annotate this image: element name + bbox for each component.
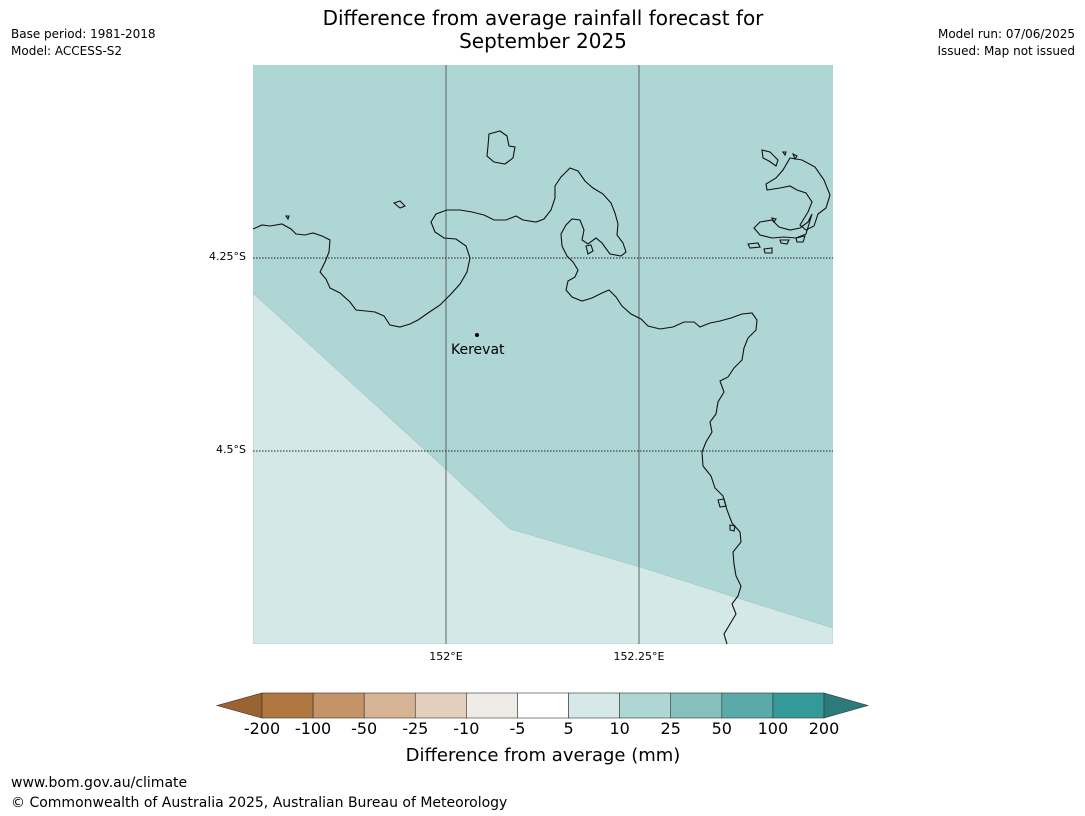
colorbar-cell xyxy=(772,692,825,719)
model-text: Model: ACCESS-S2 xyxy=(11,44,123,58)
coastline-ne-bay xyxy=(753,213,813,239)
coastline-ne-cluster xyxy=(761,149,779,167)
footer-url[interactable]: www.bom.gov.au/climate xyxy=(11,775,188,791)
lon-label-152-25: 152.25°E xyxy=(613,650,665,663)
coastline-ne-islet-1 xyxy=(747,242,761,249)
coastline-main xyxy=(253,167,758,644)
colorbar-tick-label: 25 xyxy=(660,719,681,738)
colorbar-cell xyxy=(721,692,774,719)
lon-label-152: 152°E xyxy=(429,650,463,663)
coastline-islet-1 xyxy=(392,200,406,209)
colorbar-tick-label: 50 xyxy=(711,719,732,738)
rainfall-map[interactable] xyxy=(0,0,1085,700)
title-line-2: September 2025 xyxy=(459,29,627,53)
colorbar-cell xyxy=(517,692,569,719)
colorbar-cell xyxy=(568,692,620,719)
meta-left: Base period: 1981-2018 Model: ACCESS-S2 xyxy=(11,26,156,60)
coastlines xyxy=(253,130,831,644)
colorbar-tick-label: 10 xyxy=(609,719,630,738)
colorbar-tick-label: -50 xyxy=(351,719,378,738)
footer-copyright: © Commonwealth of Australia 2025, Austra… xyxy=(11,795,508,811)
colorbar-cell xyxy=(619,692,672,719)
coastline-ne-islet-4 xyxy=(795,235,806,243)
colorbar-extend-low xyxy=(215,692,263,719)
colorbar-tick-label: -10 xyxy=(453,719,480,738)
map-title: Difference from average rainfall forecas… xyxy=(243,7,843,53)
coastline-islet-2 xyxy=(284,215,290,221)
coastline-island-north xyxy=(486,130,516,165)
colorbar-tick-label: -200 xyxy=(243,719,281,738)
colorbar-title: Difference from average (mm) xyxy=(405,745,681,766)
title-line-1: Difference from average rainfall forecas… xyxy=(322,6,764,30)
colorbar-extend-high xyxy=(823,692,870,719)
coastline-e-islet-1 xyxy=(717,498,727,508)
meta-right: Model run: 07/06/2025 Issued: Map not is… xyxy=(937,26,1075,60)
colorbar-cell xyxy=(414,692,467,719)
colorbar-cell xyxy=(670,692,723,719)
colorbar xyxy=(215,692,870,719)
coastline-ne-islet-5 xyxy=(770,217,777,224)
colorbar-cells xyxy=(215,692,870,719)
colorbar-cell xyxy=(261,692,314,719)
lat-label-4-5: 4.5°S xyxy=(216,443,246,456)
colorbar-cell xyxy=(363,692,416,719)
colorbar-cell xyxy=(312,692,365,719)
colorbar-tick-label: 200 xyxy=(808,719,840,738)
coastline-ne-islet-3 xyxy=(779,239,790,245)
coastline-ne-islet-7 xyxy=(781,151,787,157)
issued-text: Issued: Map not issued xyxy=(937,44,1075,58)
colorbar-tick-label: -25 xyxy=(402,719,429,738)
colorbar-tick-label: -5 xyxy=(509,719,526,738)
kerevat-marker[interactable] xyxy=(475,333,479,337)
lat-label-4-25: 4.25°S xyxy=(209,250,246,263)
kerevat-label: Kerevat xyxy=(451,342,505,358)
colorbar-tick-label: 5 xyxy=(563,719,574,738)
coastline-e-islet-2 xyxy=(729,524,736,532)
colorbar-tick-label: 100 xyxy=(757,719,789,738)
base-period-text: Base period: 1981-2018 xyxy=(11,27,156,41)
coastline-ne-large xyxy=(765,157,831,231)
coastline-ne-islet-2 xyxy=(763,247,773,254)
model-run-text: Model run: 07/06/2025 xyxy=(937,27,1075,41)
coastline-ne-islet-6 xyxy=(791,152,798,161)
coastline-islet-3 xyxy=(585,244,594,255)
colorbar-cell xyxy=(466,692,518,719)
colorbar-tick-label: -100 xyxy=(294,719,332,738)
